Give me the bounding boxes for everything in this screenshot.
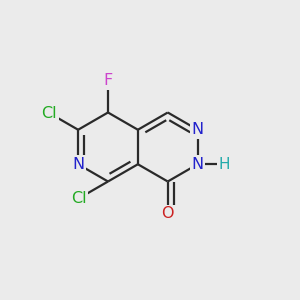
- Text: Cl: Cl: [41, 106, 57, 121]
- Text: O: O: [161, 206, 174, 221]
- Text: H: H: [219, 157, 230, 172]
- Text: N: N: [72, 157, 84, 172]
- Text: N: N: [192, 122, 204, 137]
- Text: N: N: [192, 157, 204, 172]
- Text: Cl: Cl: [71, 190, 87, 206]
- Text: F: F: [103, 73, 112, 88]
